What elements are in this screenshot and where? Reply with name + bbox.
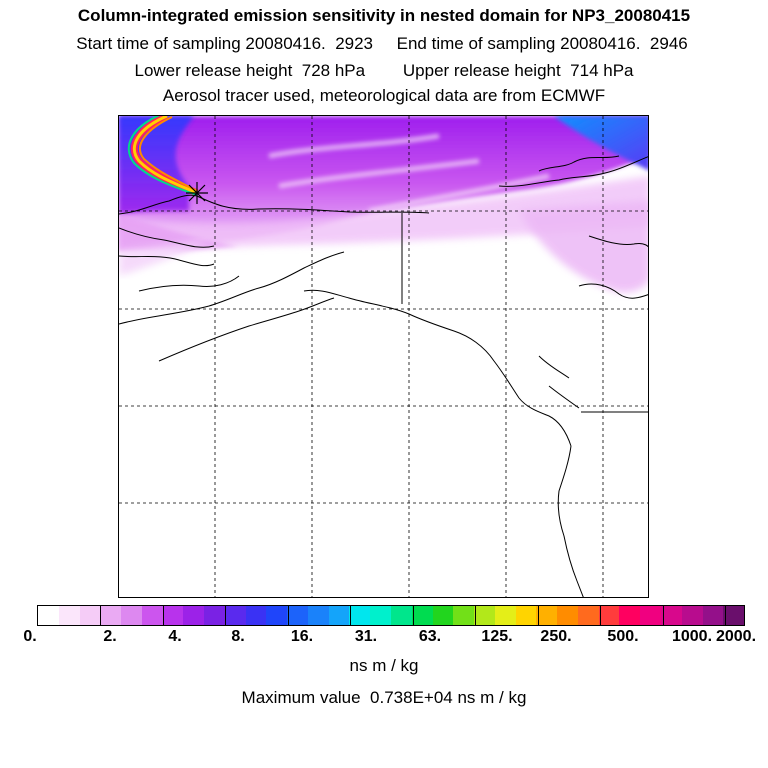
colorbar-segment [141, 606, 163, 625]
colorbar-divider [100, 606, 101, 625]
colorbar-segment [224, 606, 246, 625]
sensitivity-map [118, 115, 649, 598]
colorbar-segment [453, 606, 475, 625]
colorbar-segment [328, 606, 350, 625]
upper-release-height: Upper release height 714 hPa [402, 61, 634, 80]
colorbar-divider [475, 606, 476, 625]
colorbar-divider [600, 606, 601, 625]
colorbar-segment [681, 606, 703, 625]
colorbar-segment [204, 606, 225, 625]
colorbar-tick-label: 125. [481, 628, 513, 645]
colorbar-tick-label: 31. [354, 628, 378, 645]
colorbar-segment [640, 606, 661, 625]
colorbar-segment [162, 606, 184, 625]
colorbar-tick-label: 1000. [671, 628, 713, 645]
colorbar-segment [100, 606, 122, 625]
colorbar-tick-label: 500. [607, 628, 639, 645]
sensitivity-field [119, 116, 648, 293]
colorbar-tick-label: 2. [103, 628, 117, 645]
colorbar-segment [391, 606, 412, 625]
maximum-value-label: Maximum value 0.738E+04 ns m / kg [241, 688, 527, 707]
colorbar-segment [432, 606, 454, 625]
colorbar-segment [515, 606, 537, 625]
aerosol-info: Aerosol tracer used, meteorological data… [162, 86, 606, 105]
colorbar-segment [474, 606, 495, 625]
colorbar [37, 605, 745, 626]
colorbar-tick-label: 2000. [715, 628, 757, 645]
colorbar-segment [266, 606, 288, 625]
colorbar-segment [598, 606, 620, 625]
colorbar-units: ns m / kg [349, 656, 419, 675]
sampling-times: Start time of sampling 20080416. 2923 En… [0, 34, 766, 54]
graticule [119, 116, 648, 597]
colorbar-tick-label: 0. [23, 628, 37, 645]
colorbar-divider [413, 606, 414, 625]
colorbar-divider [663, 606, 664, 625]
colorbar-segment [619, 606, 641, 625]
colorbar-segment [349, 606, 371, 625]
colorbar-divider [225, 606, 226, 625]
colorbar-divider [288, 606, 289, 625]
end-time-label: End time of sampling 20080416. 2946 [396, 34, 688, 53]
colorbar-segment [557, 606, 578, 625]
colorbar-segment [494, 606, 516, 625]
colorbar-segment [536, 606, 558, 625]
colorbar-segment [370, 606, 392, 625]
colorbar-segment [702, 606, 724, 625]
colorbar-divider [163, 606, 164, 625]
colorbar-segment [58, 606, 80, 625]
colorbar-segment [183, 606, 205, 625]
colorbar-segment [307, 606, 329, 625]
colorbar-segment [723, 606, 744, 625]
colorbar-segment [79, 606, 101, 625]
colorbar-segment [411, 606, 433, 625]
colorbar-tick-label: 16. [290, 628, 314, 645]
release-location-star-icon [186, 182, 208, 204]
colorbar-segment [577, 606, 599, 625]
colorbar-segment [660, 606, 682, 625]
figure-title: Column-integrated emission sensitivity i… [77, 6, 691, 25]
colorbar-segment [121, 606, 142, 625]
lower-release-height: Lower release height 728 hPa [134, 61, 366, 80]
map-canvas [119, 116, 648, 597]
colorbar-divider [725, 606, 726, 625]
colorbar-segment [38, 606, 59, 625]
release-heights: Lower release height 728 hPa Upper relea… [0, 61, 768, 81]
colorbar-tick-label: 63. [418, 628, 442, 645]
colorbar-divider [350, 606, 351, 625]
colorbar-segment [245, 606, 267, 625]
colorbar-divider [538, 606, 539, 625]
colorbar-tick-label: 250. [540, 628, 572, 645]
start-time-label: Start time of sampling 20080416. 2923 [76, 34, 374, 53]
colorbar-tick-label: 4. [168, 628, 182, 645]
colorbar-tick-label: 8. [231, 628, 245, 645]
colorbar-segment [287, 606, 308, 625]
